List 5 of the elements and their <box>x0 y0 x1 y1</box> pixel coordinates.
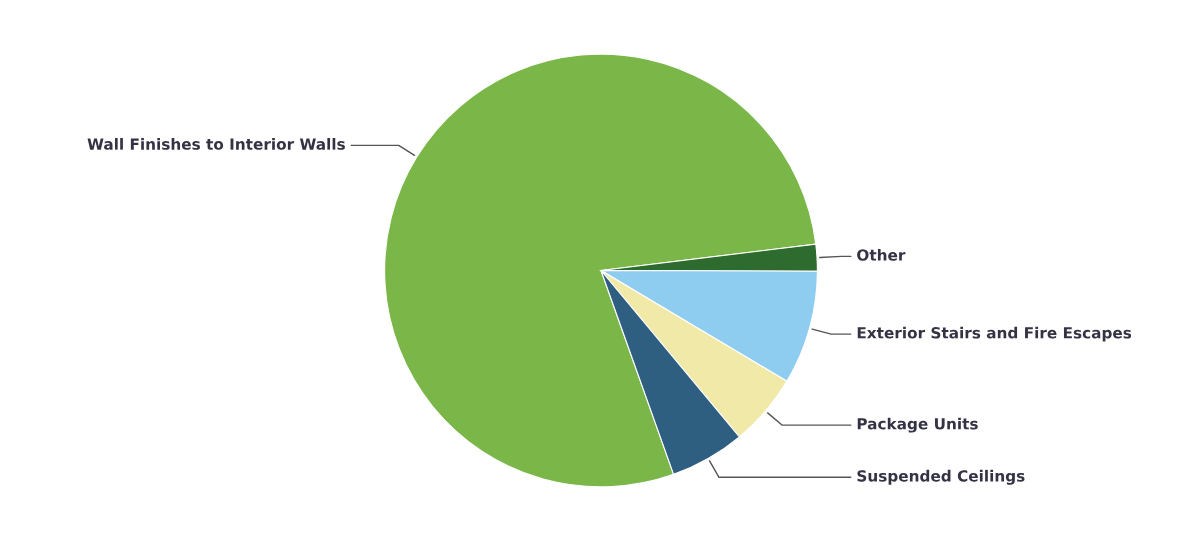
slice-label: Exterior Stairs and Fire Escapes <box>857 326 1132 342</box>
slice-label: Package Units <box>857 417 978 433</box>
slice-label: Suspended Ceilings <box>857 469 1025 485</box>
slice-label: Other <box>857 248 906 261</box>
slice-label: Wall Finishes to Interior Walls <box>87 138 345 150</box>
